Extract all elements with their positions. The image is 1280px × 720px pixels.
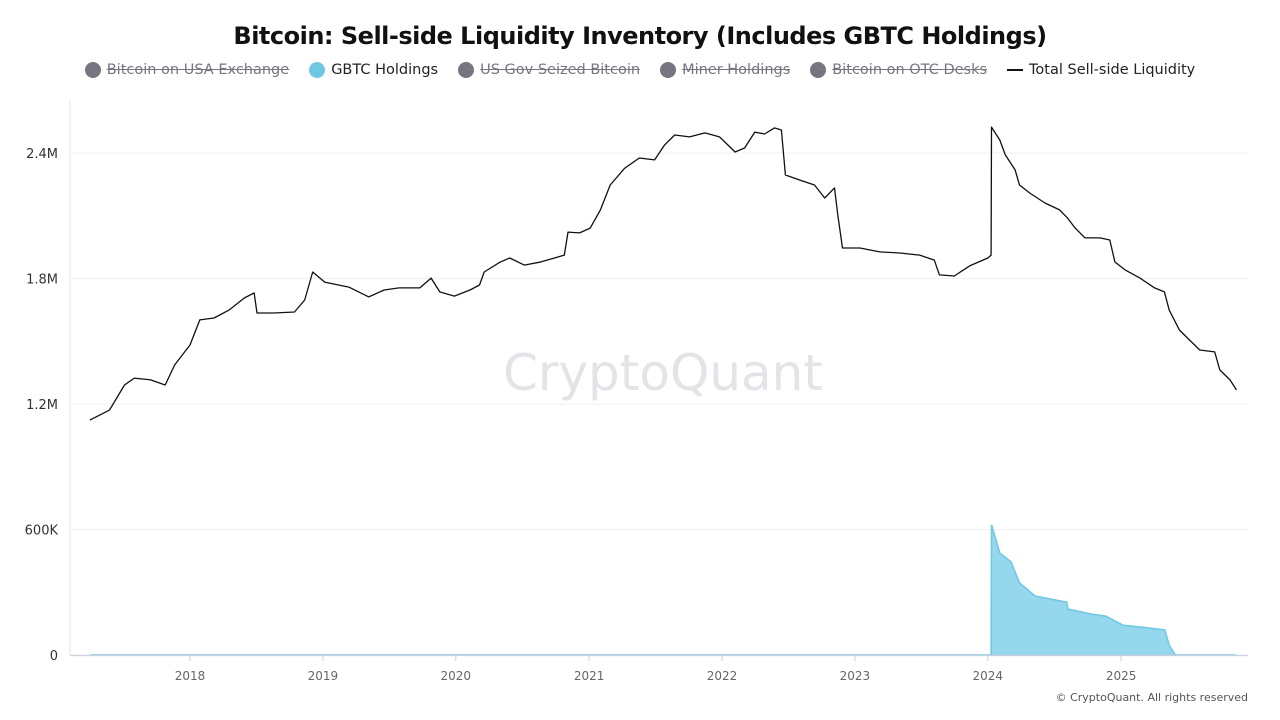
legend-item-usa-exchange[interactable]: Bitcoin on USA Exchange bbox=[84, 62, 290, 78]
legend-label: US Gov Seized Bitcoin bbox=[480, 62, 641, 78]
legend-item-us-gov[interactable]: US Gov Seized Bitcoin bbox=[458, 62, 640, 78]
y-tick-label: 600K bbox=[25, 524, 59, 539]
legend-dot-icon bbox=[810, 62, 827, 78]
legend-dot-icon bbox=[660, 62, 677, 78]
y-tick-label: 1.8M bbox=[26, 273, 58, 288]
legend-label: Bitcoin on OTC Desks bbox=[832, 62, 988, 78]
x-tick-label: 2023 bbox=[840, 669, 871, 683]
legend-dot-icon bbox=[84, 62, 101, 78]
watermark: CryptoQuant bbox=[503, 344, 823, 402]
gbtc-holdings-line bbox=[89, 524, 1237, 656]
x-tick-label: 2021 bbox=[574, 669, 605, 683]
legend-label: Total Sell-side Liquidity bbox=[1029, 62, 1196, 78]
copyright: © CryptoQuant. All rights reserved bbox=[1055, 691, 1248, 704]
x-tick-label: 2025 bbox=[1106, 669, 1137, 683]
total-sell-side-liquidity-line bbox=[89, 126, 1238, 421]
y-tick-label: 1.2M bbox=[26, 398, 58, 413]
x-tick-label: 2024 bbox=[973, 669, 1004, 683]
x-tick-label: 2019 bbox=[308, 669, 339, 683]
x-tick-label: 2020 bbox=[441, 669, 472, 683]
y-tick-label: 0 bbox=[50, 649, 58, 664]
x-tick-label: 2018 bbox=[175, 669, 206, 683]
legend-item-miner[interactable]: Miner Holdings bbox=[660, 62, 790, 78]
y-tick-label: 2.4M bbox=[26, 147, 58, 162]
legend-item-total[interactable]: Total Sell-side Liquidity bbox=[1007, 62, 1195, 78]
legend-line-icon bbox=[1007, 69, 1024, 71]
legend-item-otc[interactable]: Bitcoin on OTC Desks bbox=[810, 62, 987, 78]
legend: Bitcoin on USA Exchange GBTC Holdings US… bbox=[0, 62, 1280, 78]
legend-label: Miner Holdings bbox=[682, 62, 791, 78]
legend-dot-icon bbox=[458, 62, 475, 78]
legend-item-gbtc[interactable]: GBTC Holdings bbox=[309, 62, 438, 78]
legend-dot-icon bbox=[309, 62, 326, 78]
x-tick-label: 2022 bbox=[707, 669, 738, 683]
chart-title: Bitcoin: Sell-side Liquidity Inventory (… bbox=[233, 22, 1047, 50]
legend-label: GBTC Holdings bbox=[331, 62, 439, 78]
legend-label: Bitcoin on USA Exchange bbox=[106, 62, 290, 78]
gbtc-holdings-area bbox=[89, 524, 1237, 655]
